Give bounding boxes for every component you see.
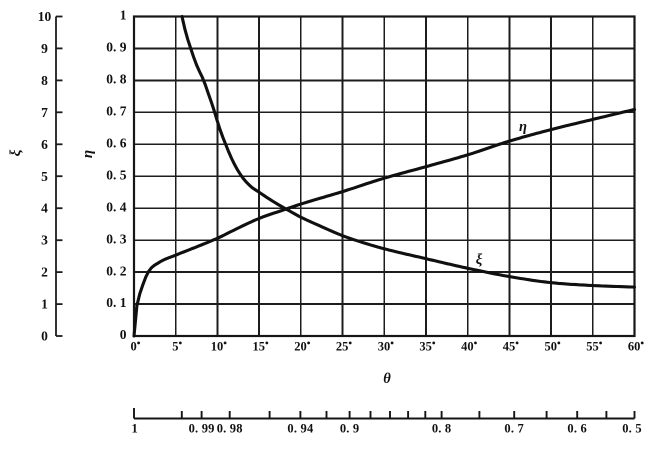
svg-text:15•: 15• [253,339,270,354]
svg-text:0. 2: 0. 2 [106,263,127,278]
svg-text:0. 1: 0. 1 [106,295,127,310]
svg-text:0. 9: 0. 9 [340,422,360,436]
svg-text:0. 5: 0. 5 [106,167,127,182]
svg-text:0. 8: 0. 8 [106,72,127,87]
svg-text:0: 0 [120,327,127,342]
svg-text:50•: 50• [545,339,562,354]
svg-text:25•: 25• [336,339,353,354]
svg-text:20•: 20• [294,339,311,354]
svg-text:55•: 55• [586,339,603,354]
svg-text:0. 3: 0. 3 [106,231,127,246]
svg-text:10: 10 [38,9,52,24]
svg-text:0: 0 [41,329,48,344]
svg-text:45•: 45• [503,339,520,354]
svg-text:35•: 35• [419,339,436,354]
svg-text:3: 3 [41,233,48,248]
svg-text:0. 94: 0. 94 [287,422,314,436]
svg-text:0. 4: 0. 4 [106,199,127,214]
svg-text:8: 8 [41,73,48,88]
svg-text:ξ: ξ [476,252,483,268]
svg-text:0. 5: 0. 5 [622,422,642,436]
svg-text:0. 7: 0. 7 [106,104,127,119]
svg-text:10•: 10• [211,339,228,354]
svg-text:0. 6: 0. 6 [106,136,127,151]
svg-text:η: η [519,119,527,135]
svg-text:30•: 30• [378,339,395,354]
svg-text:4: 4 [41,201,48,216]
svg-text:0. 8: 0. 8 [432,422,452,436]
svg-text:60•: 60• [628,339,645,354]
svg-text:0. 9: 0. 9 [106,40,127,55]
svg-text:η: η [80,150,96,158]
svg-text:0. 6: 0. 6 [567,422,587,436]
svg-text:0. 7: 0. 7 [504,422,524,436]
svg-text:1: 1 [41,297,48,312]
svg-text:0. 98: 0. 98 [217,422,243,436]
svg-text:0. 99: 0. 99 [189,422,215,436]
svg-text:1: 1 [132,422,138,436]
svg-text:5: 5 [41,169,48,184]
svg-text:9: 9 [41,41,48,56]
svg-text:40•: 40• [461,339,478,354]
svg-text:0•: 0• [131,339,141,354]
svg-text:7: 7 [41,105,48,120]
svg-text:5•: 5• [172,339,182,354]
svg-text:θ: θ [383,371,391,387]
svg-text:2: 2 [41,265,48,280]
svg-text:1: 1 [120,8,127,23]
svg-text:ξ: ξ [8,149,24,156]
svg-text:6: 6 [41,137,48,152]
